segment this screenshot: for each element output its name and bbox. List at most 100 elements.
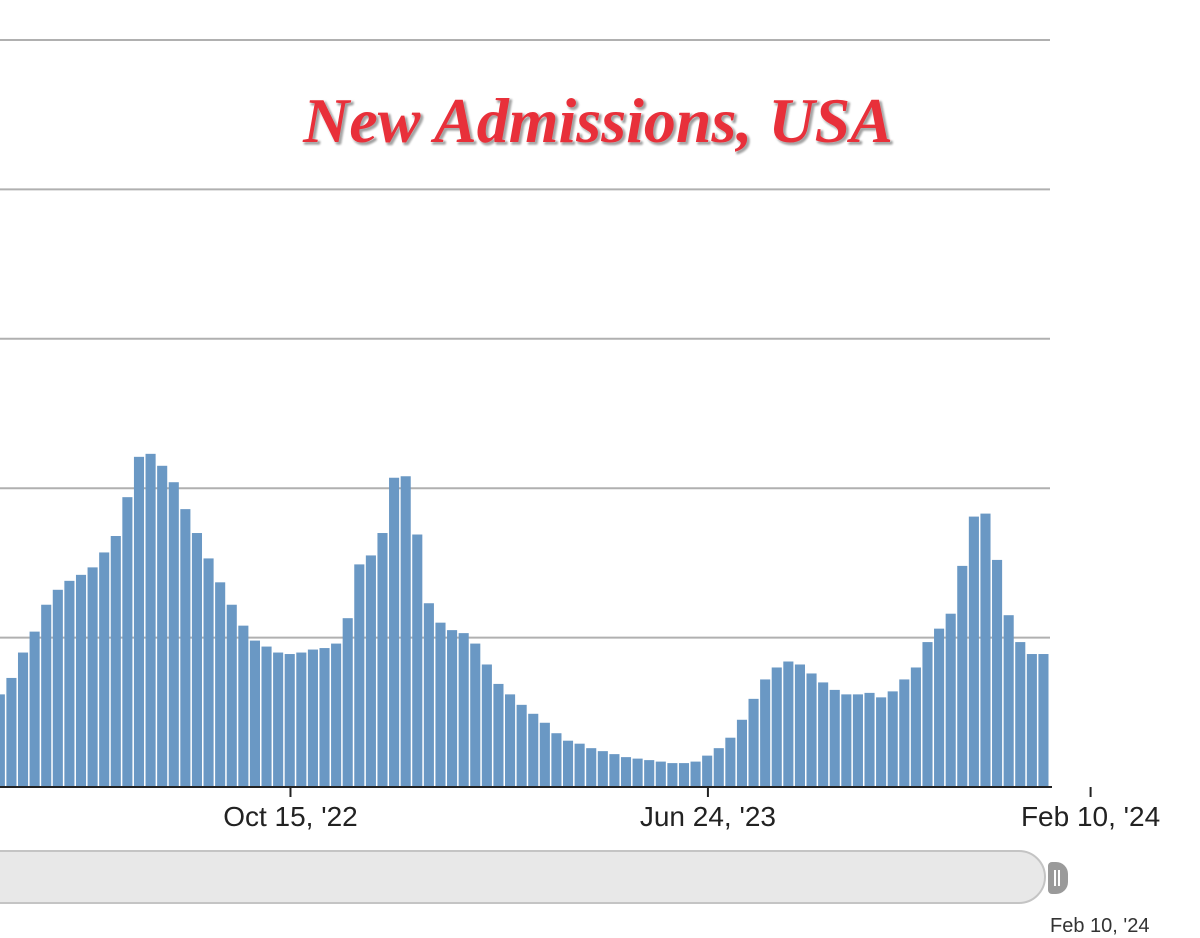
bar — [539, 722, 550, 787]
bar — [910, 667, 921, 787]
bar — [562, 740, 574, 787]
bar — [191, 533, 203, 787]
bar — [783, 661, 794, 787]
bar — [354, 564, 365, 787]
bar — [110, 536, 121, 787]
bar — [284, 654, 295, 787]
bar — [157, 465, 168, 787]
bar — [644, 760, 655, 787]
bar — [992, 559, 1003, 787]
bar — [655, 761, 666, 787]
bar — [400, 476, 411, 787]
bar — [945, 613, 956, 787]
bar — [551, 733, 562, 787]
x-tick-label: Feb 10, '24 — [1021, 801, 1160, 832]
bar — [331, 643, 342, 787]
bar — [771, 667, 782, 787]
bar — [899, 679, 910, 787]
x-tick-label: Oct 15, '22 — [223, 801, 358, 832]
bar — [249, 640, 260, 787]
bar — [632, 758, 643, 787]
bar — [238, 625, 249, 787]
bar — [841, 694, 852, 787]
bar — [261, 646, 272, 787]
bar — [0, 694, 5, 787]
bar — [1003, 615, 1014, 787]
bar — [806, 673, 817, 787]
bar — [458, 633, 469, 787]
bar — [713, 748, 724, 787]
bar — [829, 689, 840, 787]
bar — [794, 664, 805, 787]
bar — [99, 552, 110, 787]
bar — [215, 582, 226, 787]
scroll-handle-icon[interactable] — [1048, 862, 1068, 894]
bar — [470, 643, 481, 787]
bar — [1026, 654, 1037, 787]
bar — [980, 513, 991, 787]
bar — [75, 574, 87, 787]
bar — [586, 748, 597, 787]
bar — [145, 453, 156, 787]
bar — [725, 737, 736, 787]
bar — [528, 713, 539, 787]
bar — [736, 719, 748, 787]
bar — [957, 565, 968, 787]
bar — [203, 558, 214, 787]
bar — [307, 649, 318, 787]
bar — [133, 456, 145, 787]
bar — [1015, 642, 1026, 787]
bar — [934, 628, 945, 787]
bar — [29, 631, 40, 787]
bar — [574, 743, 585, 787]
bar — [377, 533, 388, 787]
bar — [1038, 654, 1049, 787]
bar — [760, 679, 771, 787]
bar — [342, 618, 353, 787]
bar — [389, 477, 400, 787]
bar — [64, 580, 75, 787]
bar — [516, 704, 527, 787]
bar — [609, 754, 620, 787]
bar — [620, 757, 632, 787]
bar — [864, 692, 875, 787]
bar — [412, 534, 423, 787]
bar — [435, 622, 446, 787]
bar — [122, 497, 133, 787]
bar — [702, 755, 713, 787]
bar — [748, 698, 759, 787]
navigator-scrollbar-track[interactable] — [0, 850, 1046, 904]
bar — [365, 555, 376, 787]
bar — [180, 509, 191, 787]
chart-title: New Admissions, USA — [302, 85, 893, 156]
bar — [481, 664, 492, 787]
x-tick-label: Jun 24, '23 — [640, 801, 776, 832]
bar — [493, 683, 504, 787]
bar — [319, 648, 330, 787]
bar — [296, 652, 307, 787]
bar — [87, 567, 98, 787]
bar — [852, 694, 863, 787]
bar — [876, 697, 887, 787]
bar — [52, 589, 63, 787]
bar — [6, 677, 17, 787]
bar — [17, 652, 29, 787]
bar — [968, 516, 979, 787]
bar — [41, 604, 52, 787]
bar — [922, 642, 933, 787]
bar — [447, 630, 458, 787]
bar — [818, 682, 829, 787]
bar — [667, 763, 678, 787]
bar — [505, 694, 516, 787]
bar — [273, 652, 284, 787]
bar — [168, 482, 179, 787]
bar — [887, 691, 898, 787]
bar — [423, 603, 434, 787]
bar — [678, 763, 690, 787]
bar — [226, 604, 237, 787]
bar-series — [0, 453, 1049, 787]
bar — [597, 751, 608, 787]
bar — [690, 761, 701, 787]
x-axis-ticks: Oct 15, '22 Jun 24, '23 Feb 10, '24 — [223, 787, 1160, 832]
